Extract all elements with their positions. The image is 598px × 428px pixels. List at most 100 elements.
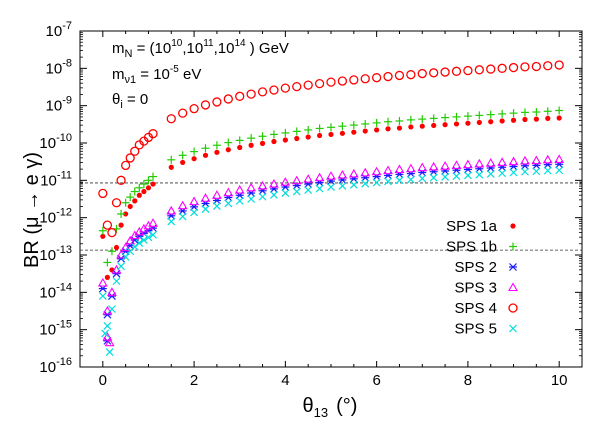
y-tick-label: 10-11 [40, 169, 72, 189]
data-point [555, 166, 564, 175]
data-point [509, 168, 518, 177]
data-point [510, 117, 517, 123]
data-point [348, 168, 359, 178]
data-point [441, 113, 450, 122]
data-point [234, 184, 245, 194]
legend-marker [508, 282, 518, 292]
legend-marker [508, 303, 518, 313]
x-tick-label: 8 [464, 372, 472, 389]
data-point [520, 155, 530, 165]
data-point [189, 104, 199, 114]
data-point [292, 127, 301, 136]
data-point [144, 176, 153, 185]
data-point [475, 111, 484, 120]
x-tick-label: 6 [372, 372, 380, 389]
data-point [257, 87, 268, 97]
data-point [135, 239, 144, 247]
data-point [349, 75, 359, 85]
data-point [305, 134, 311, 140]
data-point [136, 192, 142, 198]
data-point [130, 146, 140, 156]
data-point [100, 233, 106, 239]
data-point [383, 71, 393, 82]
data-point [395, 116, 404, 125]
data-point [372, 118, 381, 127]
data-point [497, 157, 508, 166]
data-point [258, 192, 267, 201]
data-point [555, 106, 564, 115]
data-point [429, 173, 438, 182]
data-point [223, 94, 233, 104]
data-point [453, 121, 460, 127]
data-point [180, 159, 186, 166]
data-point [271, 138, 277, 145]
data-point [120, 242, 131, 252]
data-point [235, 196, 244, 205]
legend-label: SPS 4 [454, 300, 497, 317]
data-point [113, 244, 120, 251]
data-point [148, 129, 158, 139]
data-point [383, 165, 393, 175]
data-point [316, 132, 323, 139]
data-point [303, 174, 314, 183]
data-point [463, 65, 473, 76]
data-point [149, 172, 158, 181]
data-point [349, 180, 358, 189]
data-point [237, 144, 243, 151]
data-point [441, 173, 450, 181]
plot-area [79, 30, 583, 368]
data-point [326, 77, 336, 87]
data-point [107, 292, 116, 300]
data-point [394, 70, 405, 81]
data-point [235, 136, 244, 145]
data-point [259, 140, 266, 146]
data-series-group [97, 60, 565, 356]
data-point [106, 287, 117, 296]
data-point [166, 205, 177, 215]
data-point [135, 183, 144, 192]
data-point [463, 171, 472, 180]
y-tick-label: 10-14 [39, 281, 72, 301]
data-point [361, 179, 370, 188]
data-point [372, 178, 381, 187]
data-point [167, 155, 176, 164]
data-point [225, 147, 231, 153]
data-point [554, 60, 564, 70]
data-point [141, 188, 147, 195]
data-point [337, 169, 348, 179]
data-point [522, 116, 528, 123]
data-point [520, 62, 530, 72]
data-point [178, 151, 187, 160]
data-point [328, 131, 334, 138]
series-sps-1b [98, 106, 564, 267]
annotation-theta-i: θi = 0 [112, 91, 148, 111]
data-point [139, 236, 148, 244]
data-point [246, 89, 256, 99]
data-point [123, 211, 129, 217]
x-tick-label: 0 [99, 372, 107, 389]
y-tick-label: 10-15 [39, 319, 72, 339]
data-point [543, 166, 552, 175]
data-point [338, 182, 347, 190]
data-point [406, 70, 416, 80]
data-point [139, 180, 148, 189]
data-point [117, 262, 125, 271]
legend-label: SPS 1b [446, 239, 497, 256]
data-point [486, 170, 495, 178]
annotation-mass-n: mN = (1010,1011,1014 ) GeV [112, 38, 289, 60]
data-point [417, 162, 428, 172]
data-point [168, 164, 174, 170]
data-point [177, 200, 188, 210]
data-point [148, 218, 158, 227]
data-point [101, 329, 110, 338]
data-point [508, 62, 519, 73]
data-point [476, 119, 482, 126]
data-point [105, 348, 114, 356]
data-point [121, 252, 130, 261]
data-point [201, 205, 210, 214]
data-point [418, 174, 427, 183]
data-point [486, 64, 496, 74]
data-point [304, 186, 313, 194]
data-point [178, 108, 188, 118]
